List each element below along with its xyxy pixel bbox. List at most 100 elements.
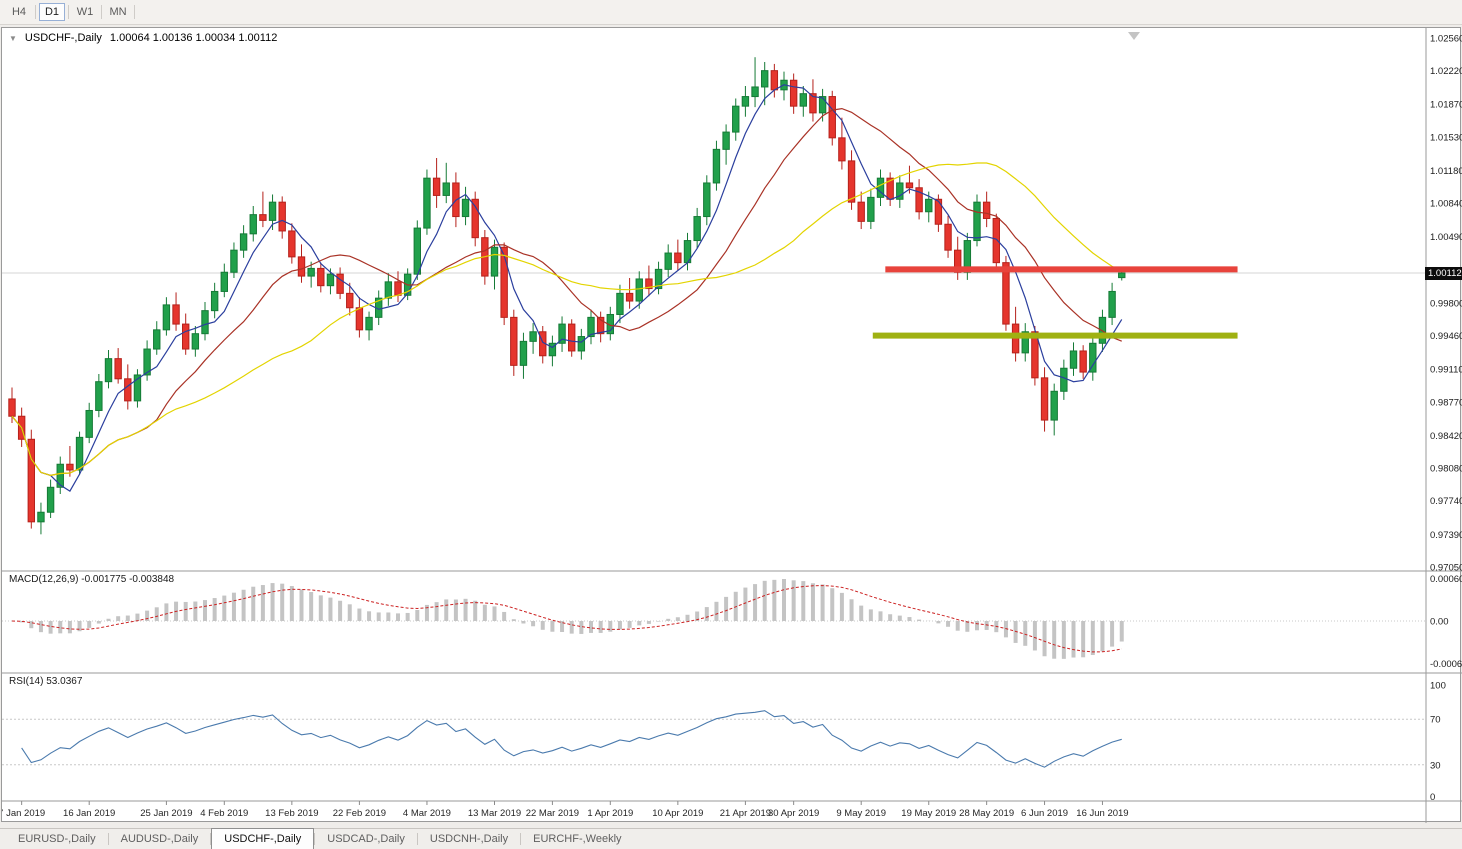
candle-body [365,316,373,331]
candle-body [635,278,643,302]
tab-separator [416,833,418,845]
chart-tab-usdchf-daily[interactable]: USDCHF-,Daily [211,828,315,849]
candle-body [751,86,759,98]
candle-body [703,182,711,218]
date-label: 30 Apr 2019 [768,808,819,819]
chart-tab-eurusd-daily[interactable]: EURUSD-,Daily [18,833,96,845]
candle-body [56,463,64,488]
macd-axis-bottom: -0.0006096 [1430,659,1462,670]
candle-body [124,378,132,402]
candle-body [153,329,161,350]
macd-label: MACD(12,26,9) -0.001775 -0.003848 [9,574,175,585]
rsi-line [21,710,1122,768]
chart-canvas[interactable]: 1.02560 1.02220 1.01870 1.01530 1.01180 1.008… [2,28,1462,823]
date-label: 16 Jan 2019 [63,808,115,819]
date-label: 19 May 2019 [901,808,956,819]
price-axis-label: 1.00490 [1430,232,1462,243]
timeframe-button-w1[interactable]: W1 [76,6,94,18]
candle-body [915,187,923,213]
candle-body [162,304,171,331]
candle-body [143,348,151,376]
price-axis-label: 1.02220 [1430,66,1462,77]
candle-body [201,310,209,335]
candle-body [1079,350,1087,373]
candle-body [172,304,180,325]
candle-body [336,273,344,294]
candle-body [268,201,277,221]
timeframe-button-mn[interactable]: MN [109,6,127,18]
candle-body [789,79,798,107]
ma-line-30 [11,162,1123,477]
candle-body [326,273,335,287]
candle-body [973,201,981,242]
rsi-axis-label: 70 [1430,715,1441,726]
ma-line-5 [11,84,1123,492]
candle-body [27,438,36,523]
chart-window: 1.02560 1.02220 1.01870 1.01530 1.01180 1.008… [1,27,1462,823]
candle-body [1108,290,1116,318]
candle-body [529,331,537,342]
symbol-caret-icon[interactable]: ▼ [9,33,17,43]
ohlc-values: 1.00064 1.00136 1.00034 1.00112 [109,32,278,44]
price-axis-label: 0.97390 [1430,530,1462,541]
date-label: 1 Apr 2019 [587,808,633,819]
resistance-line[interactable] [885,266,1238,273]
date-label: 9 May 2019 [836,808,886,819]
rsi-axis-label: 30 [1430,760,1441,771]
candle-body [587,316,595,338]
price-axis-label: 0.98080 [1430,464,1462,475]
candle-body [847,160,856,203]
candle-body [239,233,248,251]
candle-body [548,342,557,357]
price-axis-label: 1.00840 [1430,199,1462,210]
timeframe-button-d1[interactable]: D1 [39,3,65,21]
candle-body [934,198,943,225]
candle-body [799,93,807,107]
chart-tab-usdcad-daily[interactable]: USDCAD-,Daily [327,833,405,845]
candle-body [596,316,605,335]
ma-line-14 [11,107,1122,477]
timeframe-button-h4[interactable]: H4 [11,6,27,18]
candle-body [761,70,769,88]
candle-body [577,336,586,352]
candle-body [664,252,672,270]
current-price-badge: 1.00112 [1425,266,1462,280]
candle-body [394,281,402,296]
candle-body [828,96,836,139]
date-label: 22 Mar 2019 [526,808,579,819]
candle-body [857,201,865,222]
candle-body [1050,390,1058,421]
candle-body [558,323,566,344]
candle-body [1118,272,1126,279]
candle-body [471,198,479,239]
candle-body [654,268,663,290]
candle-body [259,214,267,221]
chart-tab-eurchf-weekly[interactable]: EURCHF-,Weekly [533,833,622,845]
chart-tab-audusd-daily[interactable]: AUDUSD-,Daily [120,833,199,845]
chart-symbol-header: ▼ USDCHF-,Daily 1.00064 1.00136 1.00034 … [9,32,277,44]
candle-body [1021,331,1029,354]
price-axis-label: 0.99110 [1430,365,1462,376]
chart-tabs-bar: EURUSD-,Daily AUDUSD-,Daily USDCHF-,Daily U… [0,828,1462,849]
support-line[interactable] [872,332,1238,339]
candle-body [278,201,286,232]
chart-tab-usdcnh-daily[interactable]: USDCNH-,Daily [429,833,509,845]
candle-body [982,201,991,219]
candle-body [182,323,190,350]
date-label: 13 Mar 2019 [468,808,521,819]
price-axis-label: 0.98420 [1430,431,1462,442]
rsi-axis-label: 0 [1430,792,1435,803]
toolbar-separator [35,5,36,19]
price-axis-label: 1.01530 [1430,132,1462,143]
candle-body [104,358,113,383]
chart-shift-marker-icon[interactable] [1128,32,1140,40]
candle-body [519,340,528,366]
candle-body [288,230,296,258]
candle-body [568,323,576,352]
candle-body [85,409,93,438]
candle-body [413,227,422,275]
candle-body [1060,367,1068,392]
candle-body [944,223,952,251]
rsi-label: RSI(14) 53.0367 [9,676,83,687]
